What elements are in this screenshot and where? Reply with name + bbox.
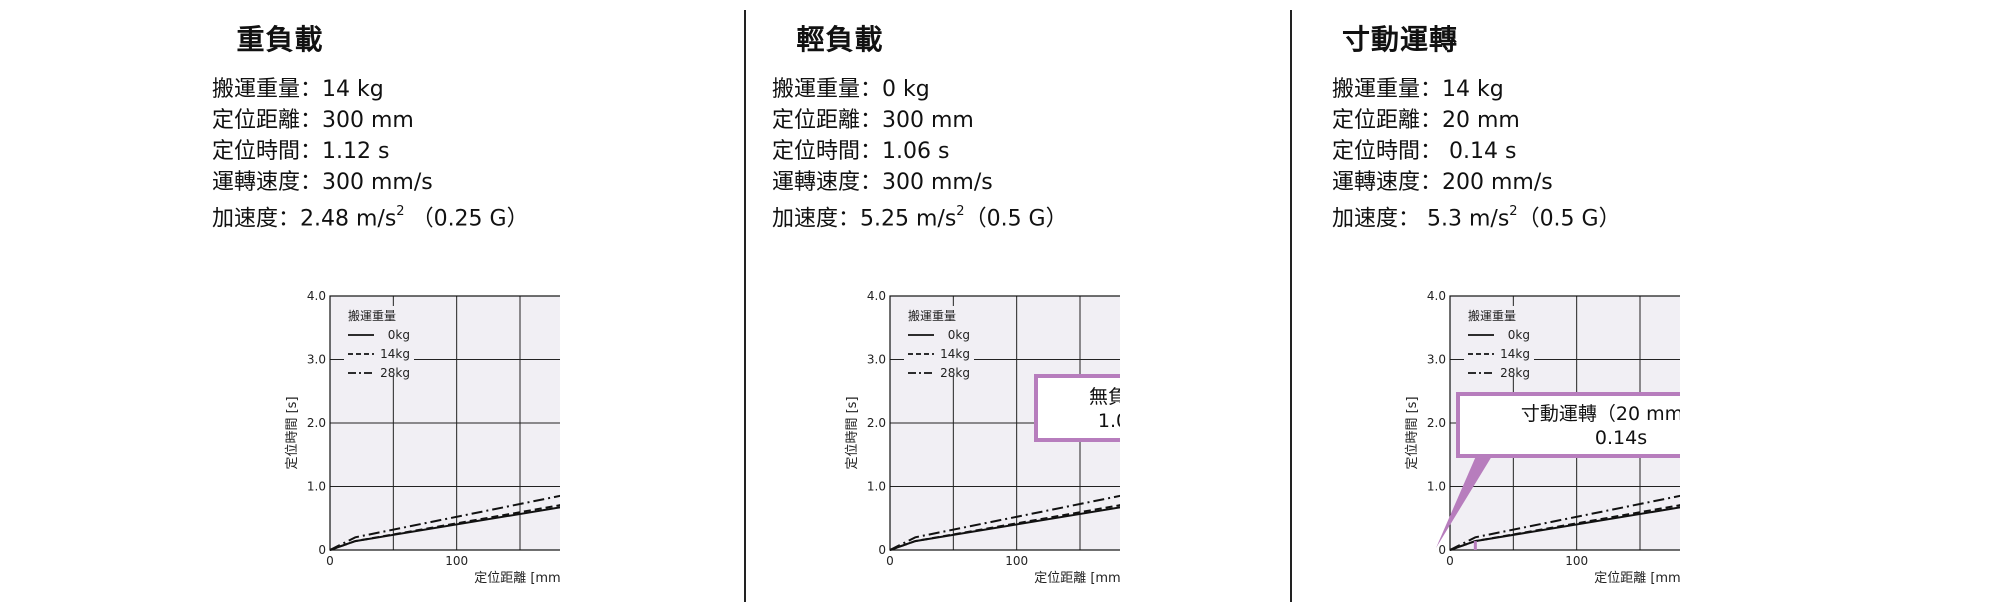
y-tick-label: 1.0 <box>307 480 326 494</box>
panel-light-load: 輕負載 搬運重量：0 kg 定位距離：300 mm 定位時間：1.06 s 運轉… <box>560 0 1120 610</box>
spec-list: 搬運重量：14 kg 定位距離：300 mm 定位時間：1.12 s 運轉速度：… <box>212 74 529 234</box>
legend-title: 搬運重量 <box>1468 308 1516 323</box>
series-line-28kg <box>1449 494 1680 551</box>
legend-label: 14kg <box>1500 347 1530 361</box>
panel-title: 重負載 <box>236 23 324 56</box>
plot-frame <box>1449 295 1680 551</box>
callout-box <box>1456 392 1680 458</box>
series-line-28kg <box>889 494 1120 551</box>
y-axis-label: 定位時間 [s] <box>845 396 860 469</box>
y-tick-label: 4.0 <box>307 289 326 303</box>
callout-text-line-0: 寸動運轉（20 mm）時 <box>1521 403 1680 425</box>
spec-time: 定位時間：1.12 s <box>212 139 390 164</box>
x-tick-label: 0 <box>326 554 334 568</box>
y-tick-label: 0 <box>1438 543 1446 557</box>
spec-weight: 搬運重量：14 kg <box>1332 77 1504 102</box>
panel-divider-2 <box>1290 10 1292 602</box>
legend-label: 0kg <box>948 328 970 342</box>
y-tick-label: 2.0 <box>867 416 886 430</box>
plot-frame <box>329 295 560 551</box>
legend-background <box>344 306 414 376</box>
spec-speed: 運轉速度：300 mm/s <box>212 170 433 195</box>
panel-divider-1 <box>744 10 746 602</box>
y-axis-label: 定位時間 [s] <box>285 396 300 469</box>
y-tick-label: 1.0 <box>867 480 886 494</box>
callout-text-line-1: 0.14s <box>1595 427 1647 449</box>
chart-heavy-load: 01.02.03.04.00100200300定位距離 [mm]定位時間 [s]… <box>285 289 560 586</box>
legend-label: 0kg <box>1508 328 1530 342</box>
callout-pointer <box>1436 456 1492 548</box>
spec-time: 定位時間：1.06 s <box>772 139 950 164</box>
legend-label: 28kg <box>380 366 410 380</box>
y-tick-label: 0 <box>318 543 326 557</box>
x-tick-label: 100 <box>445 554 468 568</box>
x-axis-label: 定位距離 [mm] <box>1594 571 1680 586</box>
y-tick-label: 3.0 <box>307 353 326 367</box>
spec-speed: 運轉速度：200 mm/s <box>1332 170 1553 195</box>
y-tick-label: 3.0 <box>867 353 886 367</box>
legend-label: 14kg <box>380 347 410 361</box>
callout-text-line-0: 無負載時 <box>1089 386 1120 408</box>
spec-distance: 定位距離：300 mm <box>212 108 414 133</box>
y-tick-label: 2.0 <box>307 416 326 430</box>
y-axis-label: 定位時間 [s] <box>1405 396 1420 469</box>
x-tick-label: 100 <box>1565 554 1588 568</box>
legend-background <box>904 306 974 376</box>
spec-weight: 搬運重量：14 kg <box>212 77 384 102</box>
legend-label: 0kg <box>388 328 410 342</box>
y-tick-label: 2.0 <box>1427 416 1446 430</box>
x-tick-label: 0 <box>1446 554 1454 568</box>
legend-background <box>1464 306 1534 376</box>
spec-list: 搬運重量：0 kg 定位距離：300 mm 定位時間：1.06 s 運轉速度：3… <box>772 74 1068 234</box>
spec-acceleration: 加速度：5.25 m/s2（0.5 G） <box>772 204 1068 232</box>
legend-label: 14kg <box>940 347 970 361</box>
spec-distance: 定位距離：300 mm <box>772 108 974 133</box>
legend-label: 28kg <box>940 366 970 380</box>
series-line-14kg <box>329 504 560 551</box>
y-tick-label: 3.0 <box>1427 353 1446 367</box>
x-tick-label: 0 <box>886 554 894 568</box>
y-tick-label: 4.0 <box>867 289 886 303</box>
panel-heavy-load: 重負載 搬運重量：14 kg 定位距離：300 mm 定位時間：1.12 s 運… <box>0 0 560 610</box>
panel-title: 寸動運轉 <box>1341 23 1458 56</box>
spec-weight: 搬運重量：0 kg <box>772 77 930 102</box>
spec-list: 搬運重量：14 kg 定位距離：20 mm 定位時間： 0.14 s 運轉速度：… <box>1332 74 1621 234</box>
legend-label: 28kg <box>1500 366 1530 380</box>
x-axis-label: 定位距離 [mm] <box>1034 571 1120 586</box>
y-tick-label: 0 <box>878 543 886 557</box>
x-axis-label: 定位距離 [mm] <box>474 571 560 586</box>
panel-inching: 寸動運轉 搬運重量：14 kg 定位距離：20 mm 定位時間： 0.14 s … <box>1120 0 1680 610</box>
spec-time: 定位時間： 0.14 s <box>1332 139 1517 164</box>
chart-inching: 01.02.03.04.00100200300定位距離 [mm]定位時間 [s]… <box>1405 289 1680 586</box>
series-line-14kg <box>889 504 1120 551</box>
series-line-28kg <box>329 494 560 551</box>
spec-distance: 定位距離：20 mm <box>1332 108 1520 133</box>
panel-title: 輕負載 <box>796 23 884 56</box>
spec-speed: 運轉速度：300 mm/s <box>772 170 993 195</box>
spec-acceleration: 加速度： 5.3 m/s2（0.5 G） <box>1332 204 1621 232</box>
legend-title: 搬運重量 <box>348 308 396 323</box>
plot-frame <box>889 295 1120 551</box>
legend-title: 搬運重量 <box>908 308 956 323</box>
x-tick-label: 100 <box>1005 554 1028 568</box>
callout-box <box>1034 374 1120 442</box>
y-tick-label: 1.0 <box>1427 480 1446 494</box>
y-tick-label: 4.0 <box>1427 289 1446 303</box>
callout-text-line-1: 1.06 s <box>1098 410 1120 432</box>
chart-light-load: 01.02.03.04.00100200300定位距離 [mm]定位時間 [s]… <box>845 289 1120 586</box>
spec-acceleration: 加速度：2.48 m/s2 （0.25 G） <box>212 204 529 232</box>
